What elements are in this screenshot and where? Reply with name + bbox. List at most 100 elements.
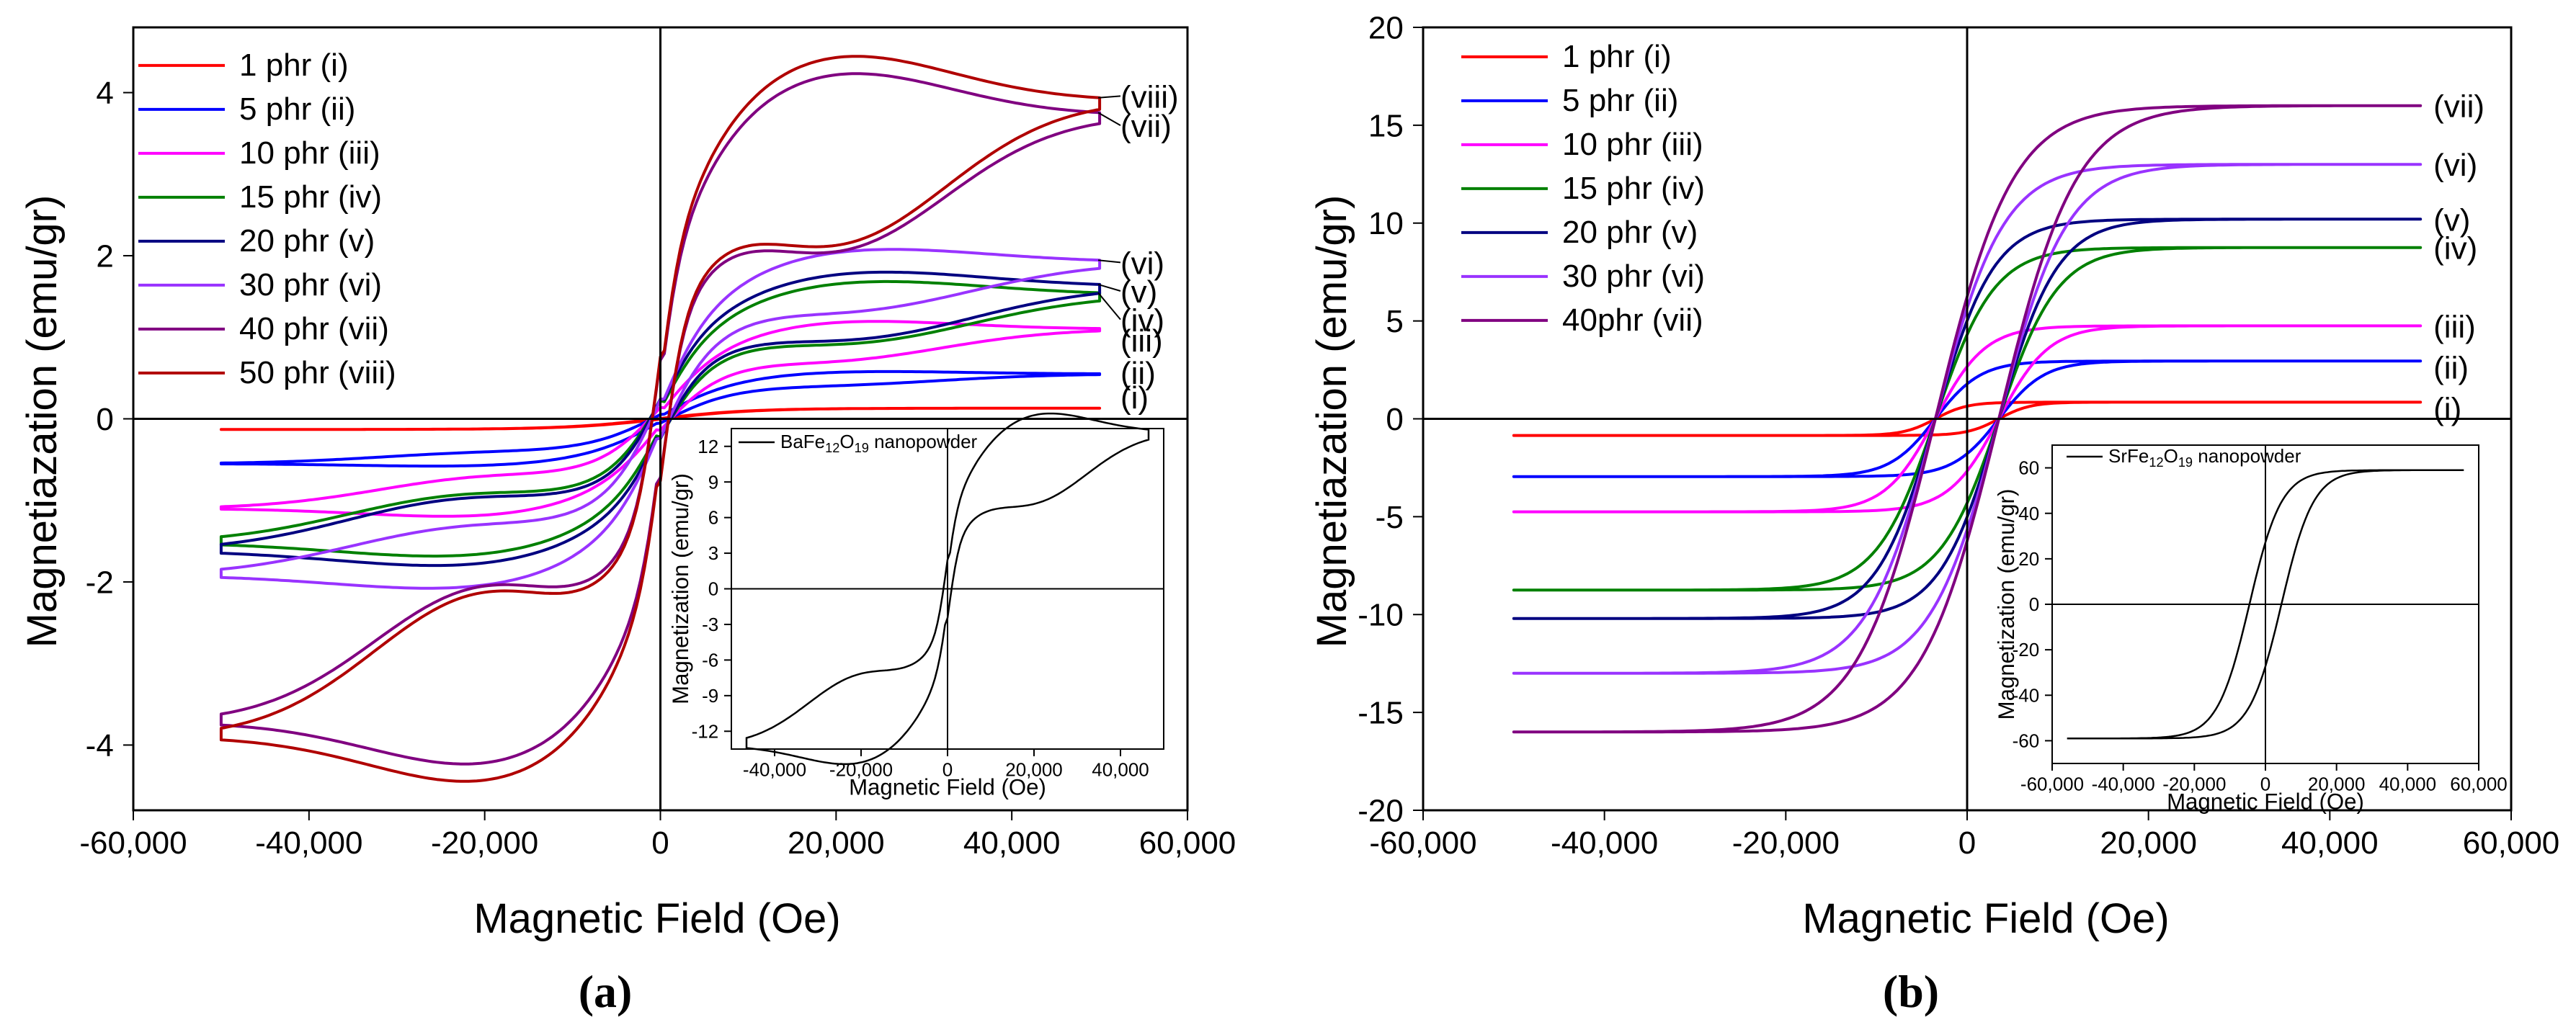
panel-b-series-2-loop	[1512, 359, 2423, 478]
panel-a-y-tick-label: 2	[96, 238, 113, 274]
panel-b-inset-curve	[2067, 469, 2464, 740]
panel-a-inset-x-tick-label: 40,000	[1092, 758, 1149, 780]
panel-a-inset-legend-part: nanopowder	[869, 431, 978, 452]
panel-b-inset-y-tick-label: -20	[2013, 639, 2040, 660]
panel-a-label: (a)	[579, 966, 633, 1017]
panel-b-series-group	[1512, 104, 2423, 734]
panel-b-legend-label: 5 phr (ii)	[1562, 83, 1678, 118]
panel-b-inset-x-tick-label: 40,000	[2379, 773, 2437, 794]
panel-b-legend-label: 30 phr (vi)	[1562, 259, 1705, 294]
panel-a-legend-label: 5 phr (ii)	[239, 91, 355, 127]
panel-a-tag-pointer	[1097, 292, 1121, 321]
panel-b-legend-label: 20 phr (v)	[1562, 215, 1698, 250]
panel-b-curve-tag: (vi)	[2433, 148, 2477, 183]
panel-b-y-tick-label: 15	[1368, 108, 1404, 143]
panel-b-series-4-loop	[1512, 246, 2423, 592]
panel-a-inset-y-tick-label: 3	[708, 542, 718, 564]
panel-a-inset-legend-part: BaFe	[780, 431, 825, 452]
panel-a-inset-y-tick-label: -6	[702, 649, 718, 671]
panel-b-legend-label: 40phr (vii)	[1562, 303, 1703, 338]
panel-a-y-tick-label: -2	[86, 565, 114, 600]
panel-a-inset: -40,000 -20,000 0 20,000 40,000 -12 -9 -6 -3 0 3 6 9…	[668, 412, 1164, 799]
panel-a-legend-label: 50 phr (viii)	[239, 355, 396, 390]
panel-a-inset-y-axis-title: Magnetization (emu/gr)	[668, 473, 693, 704]
panel-a-x-tick-label: 60,000	[1139, 825, 1236, 861]
panel-b-inset-y-tick-label: 0	[2029, 593, 2039, 615]
panel-b-legend-label: 10 phr (iii)	[1562, 127, 1703, 162]
panel-a-legend-label: 1 phr (i)	[239, 48, 349, 83]
panel-b-x-tick-label: 40,000	[2281, 825, 2379, 861]
panel-a-legend-label: 15 phr (iv)	[239, 179, 382, 215]
panel-b-curve-tag: (iii)	[2433, 309, 2476, 344]
panel-a-tag-pointer	[1097, 283, 1121, 292]
panel-a-legend-label: 10 phr (iii)	[239, 135, 380, 171]
panel-a-inset-legend-part: O	[839, 431, 854, 452]
panel-a-y-tick-label: 0	[96, 402, 113, 437]
panel-b-y-tick-label: 5	[1386, 304, 1403, 339]
panel-b-y-tick-label: -5	[1376, 500, 1404, 535]
panel-b-y-tick-label: -20	[1358, 793, 1404, 828]
panel-b-curve-tag: (v)	[2433, 202, 2470, 238]
panel-a-series-3-loop	[219, 320, 1102, 518]
panel-b-inset-y-tick-label: 40	[2018, 503, 2039, 524]
panel-b-series-6-loop	[1512, 163, 2423, 675]
panel-a-curve-tag: (viii)	[1120, 79, 1179, 115]
panel-b-x-tick-label: 0	[1958, 825, 1976, 861]
panel-b-curve-tag: (ii)	[2433, 350, 2469, 385]
panel-a-inset-x-tick-label: -20,000	[829, 758, 893, 780]
panel-b-legend: 1 phr (i) 5 phr (ii) 10 phr (iii) 15 phr (i…	[1461, 39, 1705, 338]
panel-b-inset-x-tick-label: -20,000	[2162, 773, 2226, 794]
panel-a-x-tick-label: 40,000	[963, 825, 1061, 861]
panel-a-inset-x-axis-title: Magnetic Field (Oe)	[849, 774, 1046, 799]
panel-b-x-tick-label: -20,000	[1732, 825, 1840, 861]
panel-b-x-tick-label: -60,000	[1369, 825, 1476, 861]
panel-b-inset: -60,000 -40,000 -20,000 0 20,000 40,000 60,000…	[1994, 444, 2508, 814]
panel-a-inset-x-tick-label: -40,000	[743, 758, 806, 780]
panel-a-inset-legend-label: BaFe12O19 nanopowder	[780, 431, 978, 455]
panel-a-x-tick-label: -40,000	[255, 825, 362, 861]
panel-a-x-tick-label: -20,000	[431, 825, 538, 861]
panel-a-inset-y-tick-label: 9	[708, 471, 718, 493]
panel-b-axes: -60,000 -40,000 -20,000 0 20,000 40,000 60,000…	[1358, 10, 2559, 861]
panel-a-inset-legend-part: 12	[825, 441, 839, 455]
panel-b-x-tick-label: 60,000	[2463, 825, 2560, 861]
panel-a-inset-x-tick-label: 0	[942, 758, 953, 780]
panel-b-label: (b)	[1883, 966, 1939, 1017]
panel-a-inset-x-tick-label: 20,000	[1005, 758, 1063, 780]
panel-a-series-1-loop	[219, 406, 1102, 431]
panel-a-curve-tag: (iii)	[1120, 323, 1163, 359]
panel-b-inset-x-tick-label: 0	[2260, 773, 2270, 794]
panel-a-legend-label: 20 phr (v)	[239, 223, 375, 259]
panel-b-x-tick-label: 20,000	[2100, 825, 2197, 861]
panel-b-curve-tags: (i) (ii) (iii) (iv)(v) (vi) (vii)	[2433, 89, 2484, 427]
panel-a-inset-curve	[745, 412, 1150, 766]
panel-b-curve-tag: (iv)	[2433, 231, 2477, 266]
panel-b-inset-legend-part: 19	[2178, 455, 2193, 470]
panel-b-y-tick-label: -15	[1358, 696, 1404, 731]
panel-a-tag-pointer	[1097, 259, 1121, 264]
panel-a-curve-tag: (i)	[1120, 380, 1149, 416]
panel-a-curve-tag: (ii)	[1120, 356, 1156, 391]
panel-a-legend-label: 30 phr (vi)	[239, 267, 382, 303]
panel-b-inset-legend-part: nanopowder	[2193, 445, 2301, 467]
panel-b-y-tick-label: 20	[1368, 10, 1404, 45]
panel-b-inset-x-axis-title: Magnetic Field (Oe)	[2167, 789, 2364, 814]
panel-b-inset-x-tick-label: 60,000	[2450, 773, 2508, 794]
panel-b-y-tick-label: 0	[1386, 402, 1403, 437]
panel-a-y-tick-label: 4	[96, 76, 113, 111]
panel-b-inset-y-tick-label: -60	[2013, 730, 2040, 752]
panel-b-legend-label: 1 phr (i)	[1562, 39, 1672, 74]
panel-a-curve-tag: (vii)	[1120, 109, 1172, 144]
panel-a-inset-y-tick-label: 0	[708, 578, 718, 600]
panel-b-inset-legend-label: SrFe12O19 nanopowder	[2108, 445, 2301, 470]
panel-a-tag-pointer	[1098, 95, 1121, 99]
panel-b-series-1-loop	[1512, 400, 2423, 437]
panel-b-series-3-loop	[1512, 324, 2423, 514]
panel-a-legend-label: 40 phr (vii)	[239, 311, 389, 346]
panel-a-inset-legend-part: 19	[855, 441, 869, 455]
panel-b-curve-tag: (i)	[2433, 391, 2461, 426]
panel-b-series-5-loop	[1512, 218, 2423, 620]
panel-a-tag-pointer	[1097, 112, 1121, 127]
panel-b-inset-y-tick-label: 20	[2018, 548, 2039, 570]
